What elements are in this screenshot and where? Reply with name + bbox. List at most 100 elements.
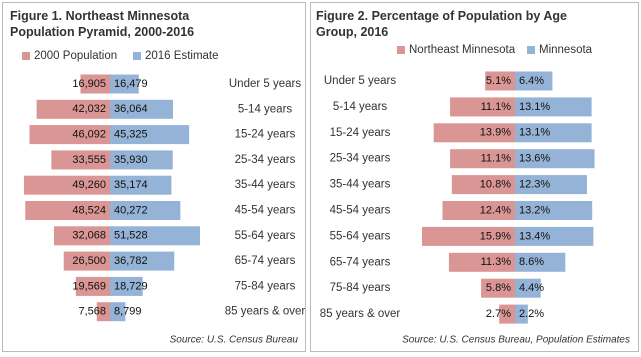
- value-label: 36,782: [114, 255, 148, 267]
- category-label: 5-14 years: [333, 101, 388, 113]
- legend-swatch: [527, 46, 535, 54]
- category-label: 85 years & over: [225, 306, 306, 318]
- value-label: 35,930: [114, 154, 148, 166]
- value-label: 40,272: [114, 204, 148, 216]
- chart-title: Figure 1. Northeast Minnesota Population…: [10, 9, 195, 39]
- value-label: 5.1%: [486, 75, 511, 87]
- value-label: 11.3%: [481, 256, 512, 268]
- category-label: 45-54 years: [235, 205, 296, 217]
- legend-swatch: [133, 52, 141, 60]
- value-label: 36,064: [114, 103, 148, 115]
- value-label: 10.8%: [480, 179, 511, 191]
- bar: [515, 149, 595, 169]
- bar: [25, 201, 110, 220]
- bar: [110, 175, 172, 195]
- bar: [110, 201, 181, 220]
- bar: [515, 71, 553, 91]
- legend-label: 2000 Population: [34, 50, 117, 62]
- bar: [450, 97, 515, 117]
- bar: [448, 252, 515, 272]
- value-label: 33,555: [72, 154, 106, 166]
- category-label: 5-14 years: [238, 103, 293, 115]
- category-label: 65-74 years: [330, 256, 391, 268]
- value-label: 16,905: [72, 78, 106, 90]
- bar: [515, 226, 594, 246]
- legend-label: Minnesota: [539, 44, 593, 56]
- value-label: 46,092: [72, 129, 106, 141]
- value-label: 13.1%: [519, 101, 550, 113]
- category-label: 55-64 years: [235, 230, 296, 242]
- value-label: 13.1%: [519, 127, 550, 139]
- value-label: 8,799: [114, 306, 142, 318]
- bar: [23, 175, 110, 195]
- bar: [433, 123, 515, 143]
- value-label: 13.4%: [519, 230, 550, 242]
- category-label: 85 years & over: [320, 308, 401, 320]
- chart-title: Figure 2. Percentage of Population by Ag…: [316, 9, 567, 39]
- value-label: 7,568: [78, 306, 106, 318]
- value-label: 11.1%: [481, 153, 512, 165]
- category-label: 45-54 years: [330, 205, 391, 217]
- bar: [51, 150, 110, 170]
- value-label: 8.6%: [519, 256, 544, 268]
- bar: [515, 123, 592, 143]
- category-label: 75-84 years: [330, 282, 391, 294]
- category-label: 15-24 years: [235, 129, 296, 141]
- value-label: 12.4%: [480, 204, 511, 216]
- bar: [110, 226, 200, 246]
- bar: [451, 175, 515, 195]
- bar: [110, 150, 173, 170]
- legend-label: 2016 Estimate: [145, 50, 219, 62]
- bar: [110, 302, 126, 322]
- bar: [485, 71, 515, 91]
- value-label: 13.6%: [519, 153, 550, 165]
- value-label: 51,528: [114, 230, 148, 242]
- bar: [481, 278, 515, 298]
- bar: [515, 97, 592, 117]
- category-label: 65-74 years: [235, 255, 296, 267]
- value-label: 18,729: [114, 280, 148, 292]
- bar: [29, 125, 110, 145]
- category-label: Under 5 years: [229, 78, 301, 90]
- value-label: 26,500: [72, 255, 106, 267]
- value-label: 4.4%: [519, 282, 544, 294]
- value-label: 19,569: [72, 280, 106, 292]
- category-label: 35-44 years: [235, 179, 296, 191]
- category-label: 15-24 years: [330, 127, 391, 139]
- value-label: 48,524: [72, 204, 106, 216]
- category-label: 25-34 years: [235, 154, 296, 166]
- bar: [515, 278, 541, 298]
- category-label: 55-64 years: [330, 230, 391, 242]
- bar: [422, 226, 515, 246]
- bar: [63, 251, 110, 271]
- legend-label: Northeast Minnesota: [409, 44, 516, 56]
- value-label: 35,174: [114, 179, 148, 191]
- bar: [36, 99, 110, 119]
- bar: [515, 175, 587, 195]
- bar: [75, 276, 110, 296]
- bar: [96, 302, 110, 322]
- bar: [515, 252, 566, 272]
- legend-swatch: [22, 52, 30, 60]
- bar: [53, 226, 110, 246]
- category-label: 75-84 years: [235, 280, 296, 292]
- value-label: 2.2%: [519, 308, 544, 320]
- value-label: 13.2%: [519, 204, 550, 216]
- bar: [110, 74, 139, 94]
- source-note: Source: U.S. Census Bureau, Population E…: [402, 335, 630, 346]
- bar: [515, 201, 593, 220]
- bar: [450, 149, 515, 169]
- legend-swatch: [397, 46, 405, 54]
- value-label: 15.9%: [480, 230, 511, 242]
- value-label: 45,325: [114, 129, 148, 141]
- value-label: 32,068: [72, 230, 106, 242]
- category-label: 25-34 years: [330, 153, 391, 165]
- bar: [110, 99, 173, 119]
- value-label: 12.3%: [519, 179, 550, 191]
- value-label: 11.1%: [481, 101, 512, 113]
- value-label: 42,032: [72, 103, 106, 115]
- value-label: 16,479: [114, 78, 148, 90]
- bar: [80, 74, 110, 94]
- value-label: 13.9%: [480, 127, 511, 139]
